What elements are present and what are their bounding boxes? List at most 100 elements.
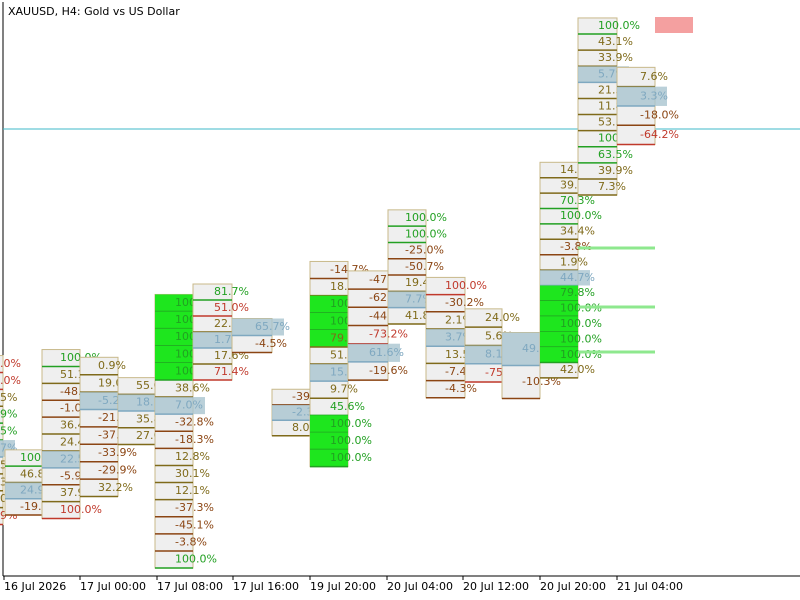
cell-fill	[540, 316, 578, 332]
cell-label: 24.0%	[485, 311, 520, 324]
cell-label: 61.6%	[369, 346, 404, 359]
cell-label: -18.3%	[175, 433, 214, 446]
cell-fill	[310, 295, 348, 313]
cell-fill	[155, 362, 193, 380]
cell-fill	[310, 312, 348, 330]
cell-fill	[155, 294, 193, 312]
cell-label: 5%	[0, 391, 17, 404]
cell-label: 79.8%	[560, 286, 595, 299]
cell-label: 1.9%	[560, 255, 588, 268]
cell-label: 0.9%	[98, 359, 126, 372]
cell-label: .0%	[0, 357, 21, 370]
cell-label: 100.0%	[560, 209, 602, 222]
x-tick-label: 19 Jul 20:00	[310, 580, 376, 593]
cell-label: 7.0%	[175, 399, 203, 412]
cell-fill	[155, 345, 193, 363]
cell-label: 44.7%	[560, 271, 595, 284]
cell-label: 9.7%	[330, 383, 358, 396]
cell-label: 7.3%	[598, 180, 626, 193]
cell-fill	[540, 285, 578, 301]
cell-label: -25.0%	[405, 244, 444, 257]
x-tick-label: 20 Jul 20:00	[540, 580, 606, 593]
cell-label: 7.6%	[640, 70, 668, 83]
poc-cell	[232, 318, 284, 336]
poc-cell	[348, 343, 400, 362]
cell-label: -29.9%	[98, 463, 137, 476]
price-marker	[655, 17, 693, 33]
cell-label: 100.0%	[175, 553, 217, 566]
cell-label: 100.0%	[560, 317, 602, 330]
cell-label: 100.0%	[330, 417, 372, 430]
cell-label: -19.6%	[369, 364, 408, 377]
poc-cell	[193, 332, 244, 348]
cell-label: -18.0%	[640, 109, 679, 122]
cell-fill	[540, 331, 578, 348]
cell-label: -4.3%	[445, 382, 477, 395]
cell-fill	[540, 347, 578, 363]
cell-label: 43.1%	[598, 35, 633, 48]
cell-label: -30.2%	[445, 296, 484, 309]
cell-fill	[310, 449, 348, 467]
cell-label: -32.8%	[175, 416, 214, 429]
poc-cell	[578, 66, 629, 83]
x-tick-label: 16 Jul 2026	[4, 580, 66, 593]
x-tick-label: 17 Jul 00:00	[80, 580, 146, 593]
cell-label: 9%	[0, 408, 17, 421]
poc-cell	[617, 86, 667, 106]
cell-column	[577, 17, 618, 196]
x-tick-label: 17 Jul 16:00	[233, 580, 299, 593]
cell-label: -50.7%	[405, 260, 444, 273]
cell-label: 45.6%	[330, 400, 365, 413]
cell-label: 30.1%	[175, 467, 210, 480]
cell-label: -73.2%	[369, 328, 408, 341]
cell-label: 39.9%	[598, 164, 633, 177]
cell-fill	[540, 300, 578, 317]
cell-label: -4.5%	[255, 337, 287, 350]
cell-label: 51.0%	[214, 301, 249, 314]
cell-label: 100.0%	[330, 434, 372, 447]
x-tick-label: 21 Jul 04:00	[617, 580, 683, 593]
cell-label: 100.0%	[60, 503, 102, 516]
cell-label: 42.0%	[560, 363, 595, 376]
cell-label: 100.0%	[598, 19, 640, 32]
cell-label: 81.7%	[214, 285, 249, 298]
cell-label: 100.0%	[405, 211, 447, 224]
cell-label: 71.4%	[214, 365, 249, 378]
cell-fill	[155, 328, 193, 346]
cell-label: 5%	[0, 425, 17, 438]
cell-label: -37.3%	[175, 501, 214, 514]
cell-label: 34.4%	[560, 225, 595, 238]
cell-label: 3.3%	[640, 89, 668, 102]
cell-label: 100.0%	[445, 279, 487, 292]
cell-label: 12.8%	[175, 450, 210, 463]
cell-label: 100.0%	[405, 227, 447, 240]
cell-fill	[310, 329, 348, 347]
cell-label: 70.3%	[560, 194, 595, 207]
x-tick-label: 20 Jul 12:00	[463, 580, 529, 593]
chart-title: XAUUSD, H4: Gold vs US Dollar	[8, 5, 180, 18]
cell-label: 38.6%	[175, 382, 210, 395]
x-tick-label: 17 Jul 08:00	[157, 580, 223, 593]
cell-label: -3.8%	[560, 240, 592, 253]
poc-cell	[540, 270, 590, 286]
cell-label: -33.9%	[98, 446, 137, 459]
cell-label: 100.0%	[330, 451, 372, 464]
cell-label: 100.0%	[560, 332, 602, 345]
cell-label: 12.1%	[175, 484, 210, 497]
footprint-cells: .0%.0%5%9%5%7%5%3%0%9%100.0%46.8%24.9%-1…	[0, 17, 679, 569]
cell-fill	[310, 432, 348, 450]
cell-label: .0%	[0, 374, 21, 387]
cell-label: 65.7%	[255, 320, 290, 333]
poc-cell	[426, 329, 477, 347]
poc-cell	[155, 397, 205, 415]
cell-fill	[310, 415, 348, 433]
cell-label: -64.2%	[640, 128, 679, 141]
cell-label: 32.2%	[98, 481, 133, 494]
x-tick-label: 20 Jul 04:00	[387, 580, 453, 593]
cell-fill	[155, 311, 193, 329]
cell-label: 100.0%	[560, 348, 602, 361]
cell-label: 63.5%	[598, 148, 633, 161]
cell-label: -3.8%	[175, 535, 207, 548]
cell-label: 33.9%	[598, 51, 633, 64]
